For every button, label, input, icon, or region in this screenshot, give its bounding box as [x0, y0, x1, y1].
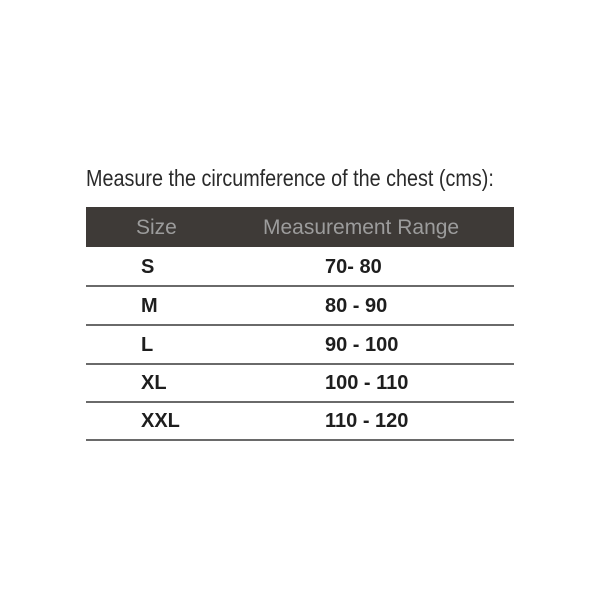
table-row: XXL 110 - 120 [86, 401, 514, 441]
range-cell: 80 - 90 [325, 295, 388, 317]
table-header: Size Measurement Range [86, 207, 514, 247]
size-cell: XXL [141, 410, 180, 432]
size-cell: L [141, 334, 154, 356]
range-cell: 90 - 100 [325, 334, 399, 356]
table-row: XL 100 - 110 [86, 363, 514, 403]
header-measurement-range: Measurement Range [263, 216, 460, 239]
table-row: M 80 - 90 [86, 286, 514, 326]
table-row: L 90 - 100 [86, 325, 514, 365]
range-cell: 100 - 110 [325, 372, 409, 394]
page-title: Measure the circumference of the chest (… [86, 165, 494, 191]
table-row: S 70- 80 [86, 247, 514, 287]
size-cell: XL [141, 372, 167, 394]
header-size: Size [136, 216, 177, 239]
range-cell: 70- 80 [325, 256, 382, 278]
range-cell: 110 - 120 [325, 410, 409, 432]
size-cell: S [141, 256, 155, 278]
size-cell: M [141, 295, 158, 317]
